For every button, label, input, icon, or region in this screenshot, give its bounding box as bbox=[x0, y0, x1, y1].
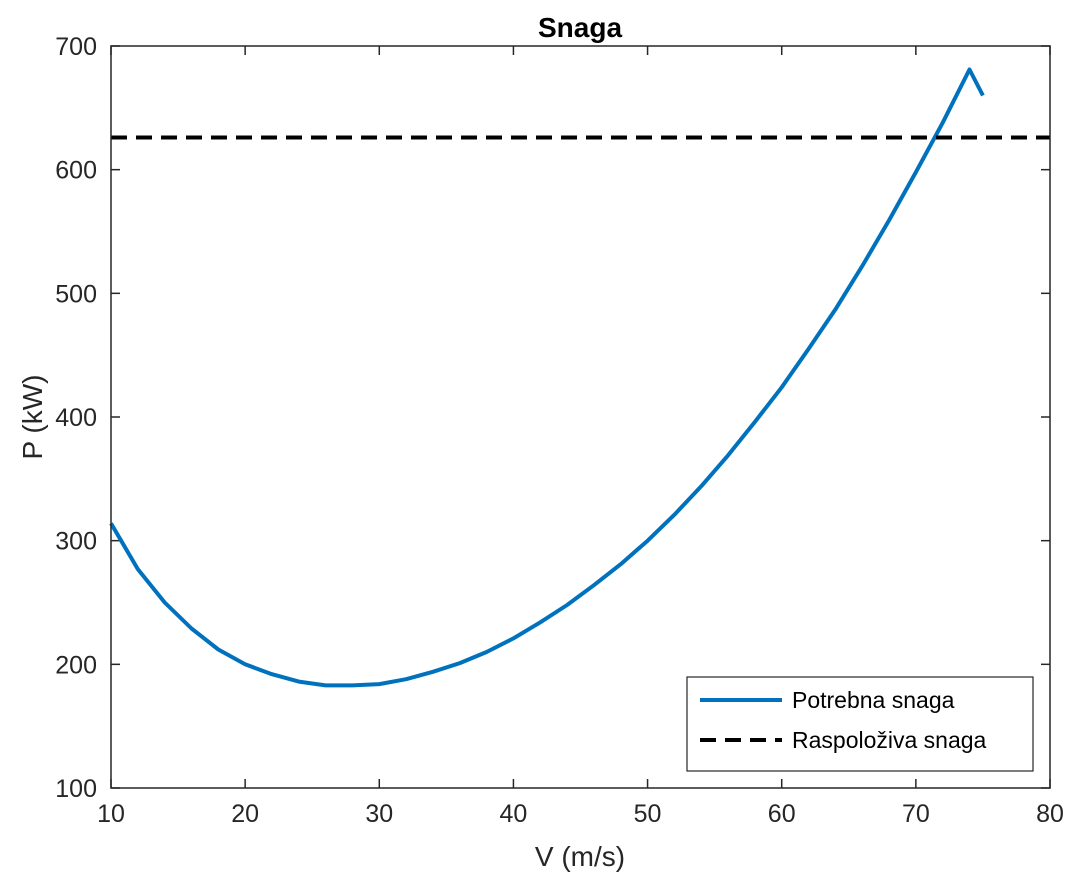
x-tick-label: 70 bbox=[902, 800, 930, 828]
plot-frame bbox=[110, 45, 1051, 789]
plot-area bbox=[109, 45, 1051, 789]
x-tick-label: 50 bbox=[634, 800, 662, 828]
legend-box bbox=[686, 676, 1034, 772]
x-tick-label: 30 bbox=[365, 800, 393, 828]
chart-title: Snaga bbox=[538, 12, 622, 43]
x-tick-label: 10 bbox=[97, 800, 125, 828]
y-axis-label: P (kW) bbox=[17, 374, 48, 459]
x-tick-label: 40 bbox=[500, 800, 528, 828]
x-axis-label: V (m/s) bbox=[535, 841, 625, 872]
legend-label-potrebna-snaga: Potrebna snaga bbox=[792, 687, 955, 713]
series-layer bbox=[109, 67, 1050, 688]
y-tick-label: 200 bbox=[55, 651, 97, 679]
y-tick-label: 100 bbox=[55, 775, 97, 803]
series-line-potrebna-snaga bbox=[109, 67, 985, 688]
x-tick-label: 20 bbox=[231, 800, 259, 828]
plot-background bbox=[111, 46, 1050, 788]
y-tick-label: 300 bbox=[55, 528, 97, 556]
legend-label-raspoloziva-snaga: Raspoloživa snaga bbox=[792, 727, 987, 753]
x-tick-label: 80 bbox=[1036, 800, 1064, 828]
x-tick-label: 60 bbox=[768, 800, 796, 828]
y-tick-label: 500 bbox=[55, 280, 97, 308]
y-tick-label: 400 bbox=[55, 404, 97, 432]
y-tick-label: 700 bbox=[55, 33, 97, 61]
legend: Potrebna snaga Raspoloživa snaga bbox=[686, 676, 1034, 772]
tick-labels: 10 20 30 40 50 60 70 80 100 200 300 400 500 600 700 bbox=[55, 33, 1064, 828]
y-tick-label: 600 bbox=[55, 157, 97, 185]
